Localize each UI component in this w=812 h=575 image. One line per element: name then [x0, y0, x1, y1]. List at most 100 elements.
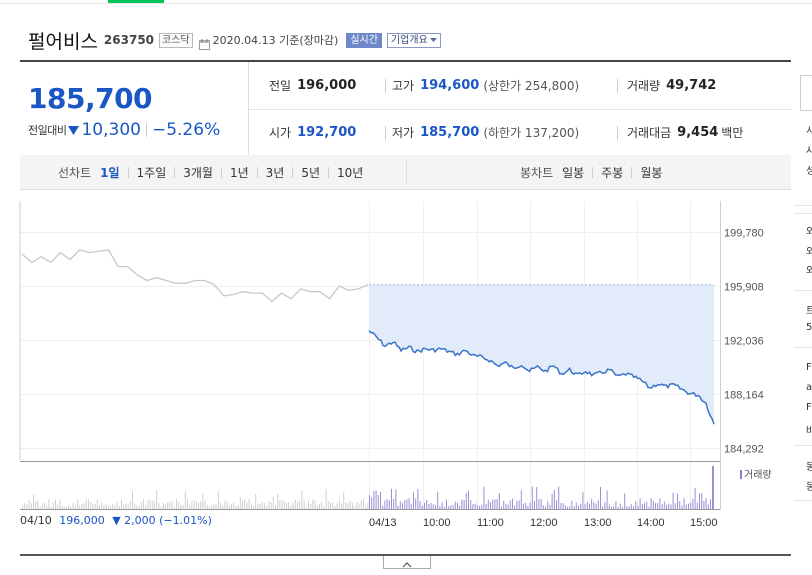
volume-bar: [663, 501, 665, 509]
open-cell: 시가 192,700: [269, 109, 356, 156]
sidebar-text-fragment: F: [806, 402, 812, 413]
volume-bar: [277, 493, 279, 509]
volume-bar: [255, 494, 257, 509]
volume-bar: [439, 506, 441, 509]
volume-bar: [426, 500, 428, 509]
tab-divider: [127, 166, 129, 178]
volume-bar: [365, 506, 367, 509]
volume-legend-label: 거래량: [744, 469, 772, 481]
volume-bar: [608, 504, 610, 509]
volume-bar: [410, 503, 412, 509]
collapse-chart-button[interactable]: [383, 556, 431, 569]
volume-bar: [674, 503, 676, 509]
sidebar-divider: [794, 500, 812, 501]
volume-bar: [551, 493, 553, 509]
volume-bar: [556, 500, 557, 509]
volume-bar: [22, 505, 23, 509]
volume-bar: [641, 504, 643, 509]
volume-bar: [472, 504, 474, 509]
realtime-button[interactable]: 실시간: [346, 32, 382, 48]
volume-bar: [211, 504, 213, 509]
volume-bar: [143, 499, 144, 509]
chart-period-tabs: 선차트 1일 1주일 3개월 1년 3년 5년 10년 봉차트 일봉 주봉 월봉: [20, 155, 791, 190]
tab-monthly-candle[interactable]: 월봉: [640, 165, 663, 180]
volume-bar: [90, 502, 92, 509]
volume-bar: [70, 507, 72, 509]
volume-label: 거래량: [627, 79, 661, 93]
trade-value-cell: 거래대금 9,454 백만: [627, 109, 743, 156]
volume-bar: [310, 503, 312, 509]
volume-bar: [248, 499, 250, 509]
volume-bar: [235, 505, 237, 509]
volume-bar: [33, 494, 34, 509]
volume-bar: [413, 492, 414, 509]
volume-bar: [699, 493, 700, 509]
tab-3-months[interactable]: 3개월: [183, 165, 213, 180]
sidebar-search-box[interactable]: [800, 75, 812, 111]
volume-bars: [22, 466, 714, 509]
volume-bar: [140, 501, 142, 509]
company-info-dropdown[interactable]: 기업개요: [386, 32, 441, 48]
change-label: 전일대비: [28, 124, 67, 137]
volume-bar: [696, 502, 698, 509]
volume-bar: [215, 504, 217, 509]
tab-1-year[interactable]: 1년: [229, 165, 249, 180]
tab-10-years[interactable]: 10년: [337, 165, 364, 180]
y-axis-ticks: 199,780 195,908 192,036 188,164 184,292: [724, 228, 764, 456]
price-chart: 199,780 195,908 192,036 188,164 184,292 04/1…: [19, 201, 772, 529]
volume-bar: [228, 505, 230, 509]
volume-bar: [567, 506, 568, 509]
tab-5-years[interactable]: 5년: [301, 165, 321, 180]
volume-bar: [485, 503, 487, 509]
volume-bar: [523, 503, 524, 509]
volume-bar: [507, 504, 509, 509]
tab-weekly-candle[interactable]: 주봉: [601, 165, 624, 180]
volume-bar: [441, 502, 443, 509]
prev-close-label: 전일: [269, 79, 292, 93]
volume-bar: [303, 500, 305, 509]
volume-bar: [209, 506, 210, 509]
volume-bar: [483, 486, 485, 509]
volume-bar: [184, 491, 186, 509]
volume-bar: [369, 495, 370, 509]
volume-bar: [644, 502, 645, 509]
volume-bar: [105, 504, 107, 509]
y-tick-label: 192,036: [724, 336, 764, 348]
tab-3-years[interactable]: 3년: [265, 165, 285, 180]
line-chart-tabs: 선차트 1일 1주일 3개월 1년 3년 5년 10년: [58, 155, 371, 189]
volume-bar: [534, 501, 535, 509]
volume-bar: [193, 500, 195, 509]
volume-bar: [531, 486, 533, 509]
volume-bar: [323, 506, 325, 509]
volume-bar: [611, 506, 612, 509]
volume-bar: [619, 503, 621, 509]
volume-legend-swatch: [740, 470, 742, 479]
volume-bar: [35, 501, 37, 509]
volume-bar: [648, 506, 650, 509]
volume-bar: [712, 466, 714, 509]
volume-bar: [50, 506, 52, 509]
chevron-down-icon: [429, 37, 437, 42]
volume-bar: [356, 502, 358, 509]
high-cell: 고가 194,600 (상한가 254,800): [392, 62, 579, 109]
stat-divider: [617, 79, 618, 93]
volume-bar: [562, 503, 564, 509]
volume-bar: [187, 499, 188, 509]
open-label: 시가: [269, 126, 292, 140]
volume-bar: [393, 499, 395, 509]
volume-bar: [165, 504, 166, 509]
tab-divider: [631, 166, 633, 178]
stat-divider: [385, 126, 386, 140]
tab-daily-candle[interactable]: 일봉: [562, 165, 585, 180]
volume-bar: [79, 504, 81, 509]
volume-bar: [305, 506, 307, 509]
volume-bar: [655, 503, 656, 509]
change-line: 전일대비 10,300 −5.26%: [28, 120, 220, 140]
tab-1-week[interactable]: 1주일: [136, 165, 167, 180]
volume-bar: [395, 489, 397, 509]
volume-bar: [268, 501, 270, 509]
chevron-up-icon: [402, 562, 412, 568]
current-quote: 185,700 전일대비 10,300 −5.26%: [20, 62, 249, 156]
stock-code: 263750: [103, 33, 155, 47]
tab-1-day[interactable]: 1일: [100, 165, 120, 180]
